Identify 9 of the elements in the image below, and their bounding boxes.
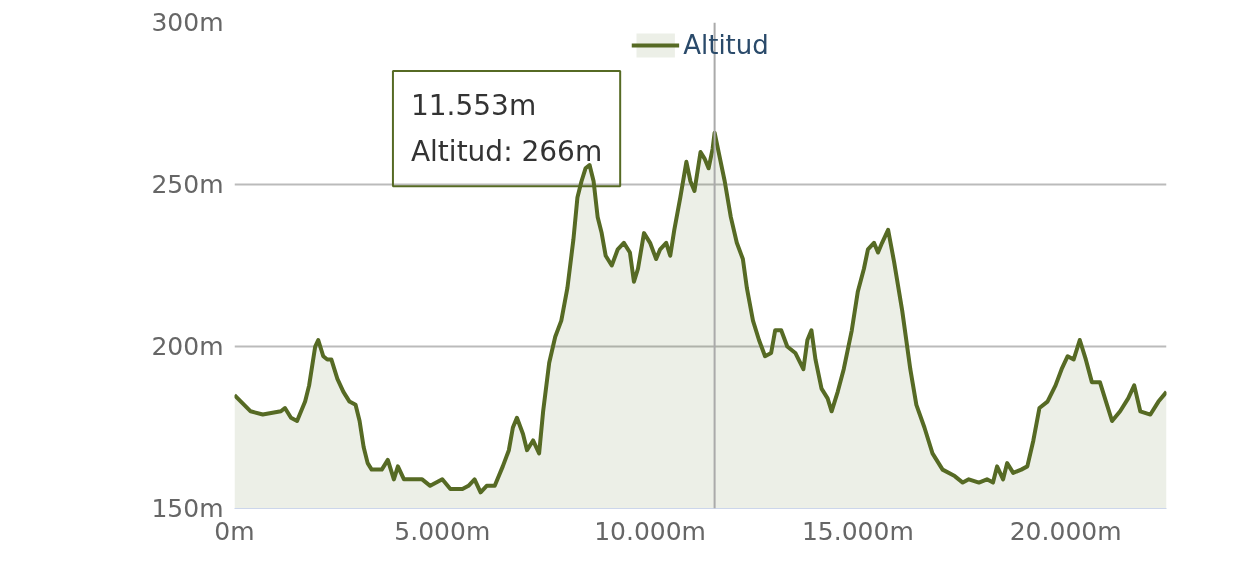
x-tick-label: 15.000m — [801, 516, 914, 546]
x-tick-label: 5.000m — [394, 516, 491, 546]
x-tick-label: 20.000m — [1009, 516, 1122, 546]
y-tick-label: 200m — [151, 332, 224, 361]
x-tick-label: 10.000m — [594, 516, 706, 546]
annotation: 11.553m Altitud: 266m — [410, 89, 603, 169]
y-tick-label: 250m — [151, 170, 224, 199]
legend-label: Altitud — [683, 30, 769, 60]
y-tick-label: 300m — [151, 8, 224, 37]
